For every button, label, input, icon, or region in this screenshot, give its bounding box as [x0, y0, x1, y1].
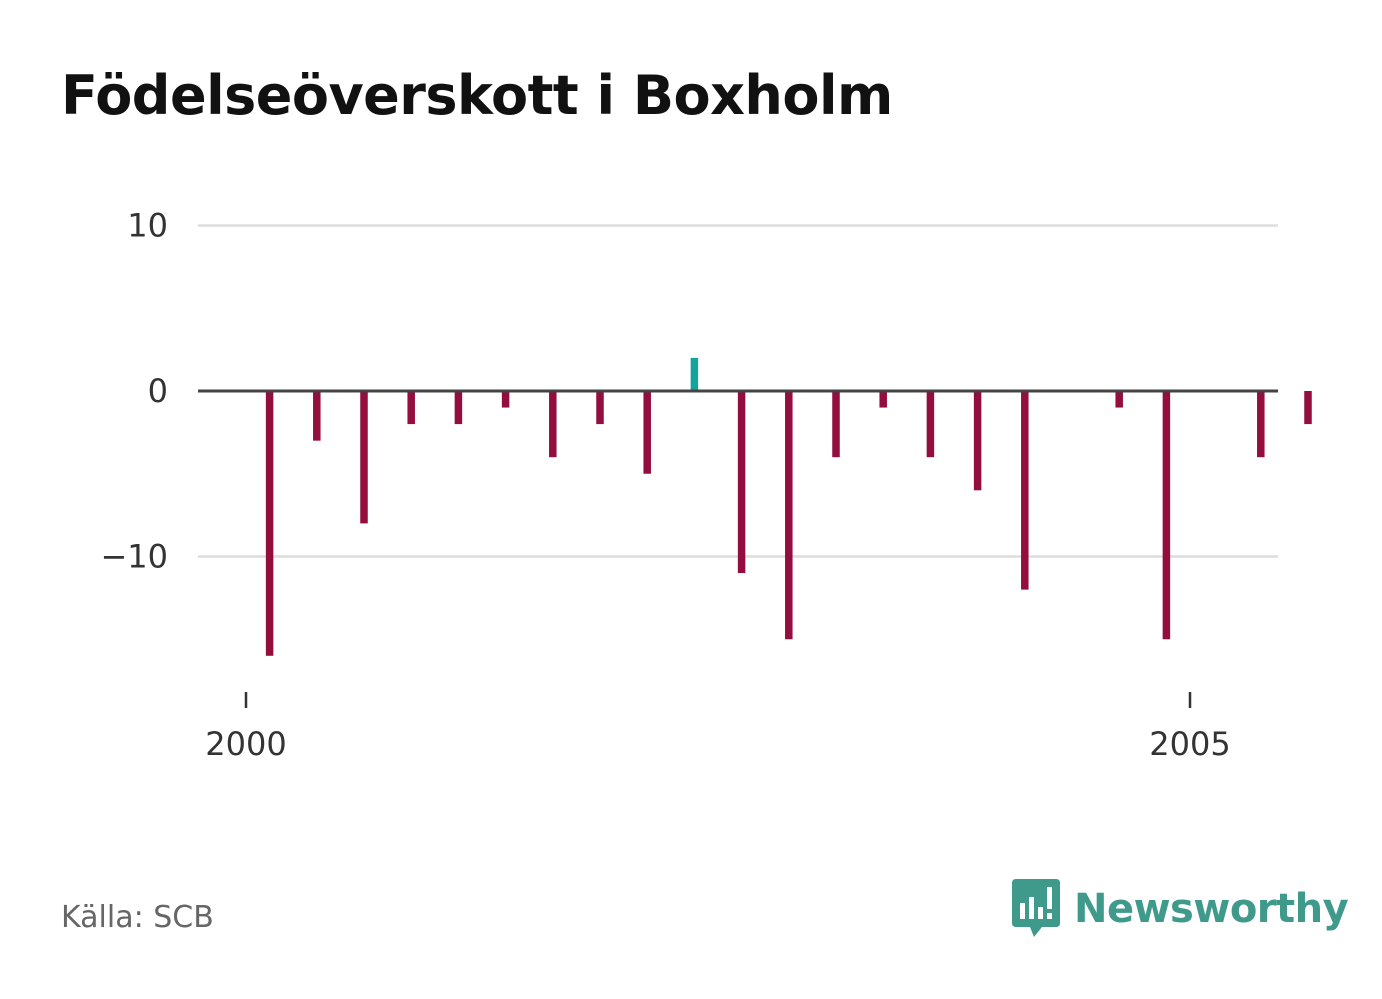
chart-title: Födelseöverskott i Boxholm: [61, 64, 893, 127]
newsworthy-logo-icon: [1012, 879, 1060, 937]
bar: [407, 391, 415, 425]
bar: [1304, 391, 1312, 425]
bar: [643, 391, 651, 474]
bar: [879, 391, 887, 408]
y-tick-label: 0: [148, 372, 168, 410]
bar: [360, 391, 368, 524]
bar: [737, 391, 746, 574]
bar: [454, 391, 463, 425]
bar: [973, 391, 982, 491]
source-note: Källa: SCB: [61, 900, 214, 935]
bar: [313, 391, 321, 441]
x-tick-label: 2000: [205, 725, 286, 763]
bar: [832, 391, 840, 458]
bars: [265, 357, 1312, 656]
y-axis: 10 0 −10: [100, 207, 168, 576]
bar: [926, 391, 935, 458]
newsworthy-logo-text: Newsworthy: [1074, 886, 1349, 932]
y-tick-label: −10: [100, 538, 168, 576]
x-axis: 200020052010201520202025: [205, 692, 1231, 763]
bar: [596, 391, 604, 425]
newsworthy-logo: Newsworthy: [1010, 879, 1349, 939]
bar: [1257, 391, 1265, 458]
bar: [265, 391, 274, 656]
bar: [1021, 391, 1029, 590]
bar-chart: 100−10 200020052010201520202025: [100, 207, 1312, 763]
bar: [785, 391, 793, 640]
bar: [690, 357, 699, 391]
bar: [1115, 391, 1123, 408]
y-tick-label: 10: [127, 207, 168, 245]
bar: [1162, 391, 1171, 640]
bar: [501, 391, 510, 408]
x-tick-label: 2005: [1149, 725, 1230, 763]
bar: [549, 391, 557, 458]
